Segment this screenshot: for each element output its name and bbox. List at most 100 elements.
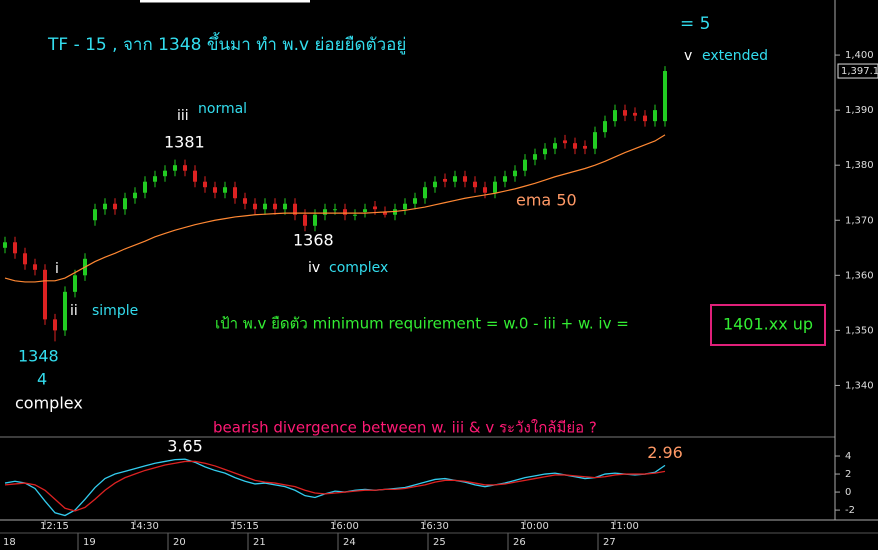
candle-body [563,140,567,144]
date-label: 24 [343,537,356,548]
date-label: 26 [513,537,526,548]
candle-body [153,176,157,182]
candle-body [503,176,507,182]
candle-body [13,242,17,254]
annotation: ema 50 [516,191,577,210]
candle-body [613,110,617,122]
candle-body [453,176,457,182]
candle-body [403,203,407,210]
annotation: 1348 [18,347,59,366]
candle-body [93,209,97,221]
candle-body [113,203,117,210]
annotation: i [55,261,59,277]
annotation: bearish divergence between w. iii & v ระ… [213,419,597,437]
candle-body [413,198,417,204]
annotation: complex [329,260,388,276]
date-label: 21 [253,537,266,548]
y-tick-label: 1,400 [845,50,874,61]
candle-body [203,181,207,188]
annotation: ii [70,303,78,319]
candle-body [333,209,337,211]
candle-body [313,214,317,226]
candle-body [123,198,127,210]
candle-body [183,165,187,171]
date-label: 18 [3,537,16,548]
candle-body [553,143,557,149]
y-tick-label: 1,360 [845,270,874,281]
date-label: 20 [173,537,186,548]
candle-body [343,209,347,215]
oscillator-line [4,458,666,517]
candle-body [63,291,67,331]
x-tick-label: 15:15 [230,521,259,532]
candle-body [223,187,227,193]
candle-body [663,71,667,122]
annotation: iv [308,260,320,276]
candle-body [253,203,257,210]
y-tick-label: -2 [845,505,855,516]
candle-body [643,115,647,122]
candle-body [43,269,47,320]
y-tick-label: 1,380 [845,160,874,171]
candle-body [283,203,287,210]
x-tick-label: 14:30 [130,521,159,532]
candle-body [593,132,597,149]
candle-body [143,181,147,193]
candle-body [133,192,137,199]
title: TF - 15 , จาก 1348 ขึ้นมา ทำ พ.v ย่อยยืด… [47,32,406,55]
annotation: normal [198,101,247,117]
last-price-box [837,63,878,79]
candle-body [653,110,657,122]
candle-body [273,203,277,210]
date-label: 19 [83,537,96,548]
y-tick-label: 1,370 [845,215,874,226]
candle-body [193,170,197,182]
candle-body [103,203,107,210]
candle-body [573,143,577,149]
candle-body [353,214,357,216]
candle-body [623,110,627,116]
y-tick-label: 4 [845,451,851,462]
y-tick-label: 0 [845,487,851,498]
x-tick-label: 12:15 [40,521,69,532]
ema-line [4,134,666,283]
date-label: 27 [603,537,616,548]
target-box [710,304,826,346]
annotation: 1381 [164,133,205,152]
annotation: 1401.xx up [723,315,813,334]
candle-body [293,203,297,215]
annotation: 1368 [293,231,334,250]
candle-body [633,112,637,116]
candle-body [163,170,167,177]
candle-body [73,275,77,292]
candle-body [173,165,177,171]
candle-body [373,206,377,210]
candle-body [233,187,237,199]
annotation: complex [15,394,83,413]
candle-body [603,121,607,133]
candle-body [473,181,477,188]
candle-body [323,209,327,215]
candle-body [33,264,37,270]
value-label: 3.65 [167,437,203,456]
y-tick-label: 1,390 [845,105,874,116]
candle-body [463,176,467,182]
date-label: 25 [433,537,446,548]
x-tick-label: 16:30 [420,521,449,532]
annotation: simple [92,303,138,319]
candle-body [443,178,447,182]
y-tick-label: 1,350 [845,325,874,336]
candle-body [263,203,267,210]
candle-body [433,181,437,188]
candle-body [363,209,367,212]
candle-body [513,170,517,177]
annotation: 4 [37,370,47,389]
y-tick-label: 2 [845,469,851,480]
candle-body [533,154,537,160]
candle-body [583,145,587,149]
x-tick-label: 16:00 [330,521,359,532]
annotation: iii [177,108,189,124]
candle-body [303,214,307,226]
annotation: v [684,48,692,64]
